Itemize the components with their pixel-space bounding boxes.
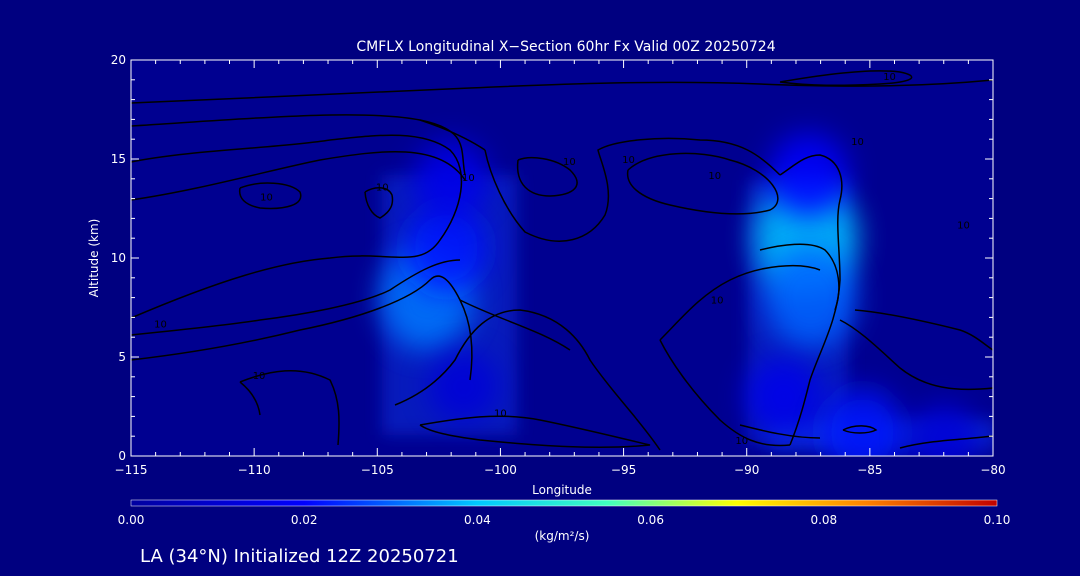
contour-line (238, 182, 302, 210)
contour-line (759, 243, 840, 311)
colorbar-tick-label: 0.10 (984, 513, 1011, 527)
contour-line (131, 114, 466, 176)
heatmap-cell (746, 358, 822, 435)
contour-line (131, 79, 993, 104)
contour-label: 10 (253, 371, 266, 382)
x-tick-label: −95 (611, 463, 636, 477)
contour-line (516, 157, 578, 197)
colorbar-tick-label: 0.06 (637, 513, 664, 527)
contour-line (419, 415, 651, 448)
contour-line (239, 370, 340, 446)
contour-line (739, 424, 821, 439)
contour-line (364, 187, 394, 219)
contour-line (131, 151, 466, 201)
contour-label: 10 (260, 193, 273, 204)
contour-label: 10 (376, 183, 389, 194)
contour-label: 10 (563, 157, 576, 168)
y-tick-label: 0 (118, 449, 126, 463)
contour-line (394, 309, 661, 451)
y-tick-label: 15 (111, 152, 126, 166)
heatmap-cell (428, 351, 499, 422)
x-tick-label: −105 (361, 463, 394, 477)
x-tick-label: −110 (238, 463, 271, 477)
contour-line (839, 319, 993, 391)
contour-label: 10 (735, 436, 748, 447)
contour-lines (131, 70, 993, 451)
contour-line (899, 435, 993, 449)
contour-label: 10 (957, 220, 970, 231)
contour-line (419, 119, 486, 151)
heatmap-cell (405, 204, 488, 292)
x-tick-label: −100 (484, 463, 517, 477)
y-tick-label: 10 (111, 251, 126, 265)
contour-line (131, 259, 461, 336)
contour-label: 10 (494, 408, 507, 419)
heatmap-cell (821, 388, 904, 456)
contour-label: 10 (711, 296, 724, 307)
y-tick-label: 5 (118, 350, 126, 364)
x-axis-label: Longitude (532, 483, 592, 497)
y-tick-label: 20 (111, 53, 126, 67)
contour-label: 10 (708, 171, 721, 182)
x-tick-label: −80 (980, 463, 1005, 477)
contour-line (779, 70, 913, 87)
contour-line (842, 425, 878, 434)
colorbar-tick-label: 0.04 (464, 513, 491, 527)
footer-label: LA (34°N) Initialized 12Z 20250721 (140, 546, 459, 567)
contour-line (459, 299, 473, 381)
colorbar-tick-label: 0.00 (118, 513, 145, 527)
colorbar-unit: (kg/m²/s) (535, 529, 590, 543)
contour-line (659, 264, 821, 341)
contour-line (131, 134, 463, 319)
colorbar-tick-label: 0.02 (291, 513, 318, 527)
contour-line (626, 152, 779, 215)
x-tick-label: −90 (734, 463, 759, 477)
contour-label: 10 (622, 155, 635, 166)
contour-label: 10 (883, 72, 896, 83)
contour-line (779, 154, 843, 446)
colorbar (130, 499, 998, 507)
heatmap-shading (379, 132, 993, 456)
contour-line (239, 381, 261, 416)
contour-line (131, 275, 571, 361)
contour-label: 10 (154, 319, 167, 330)
contour-line (659, 339, 791, 447)
contour-label: 10 (851, 137, 864, 148)
y-axis-label: Altitude (km) (87, 219, 101, 298)
contour-line (854, 309, 993, 351)
x-tick-label: −85 (857, 463, 882, 477)
contour-line (484, 137, 781, 242)
x-tick-label: −115 (115, 463, 148, 477)
heatmap-cell (768, 132, 849, 217)
colorbar-tick-label: 0.08 (810, 513, 837, 527)
heatmap-cell (413, 140, 489, 218)
chart-title: CMFLX Longitudinal X−Section 60hr Fx Val… (356, 39, 775, 55)
heatmap-cell (764, 246, 857, 349)
contour-label: 10 (462, 173, 475, 184)
